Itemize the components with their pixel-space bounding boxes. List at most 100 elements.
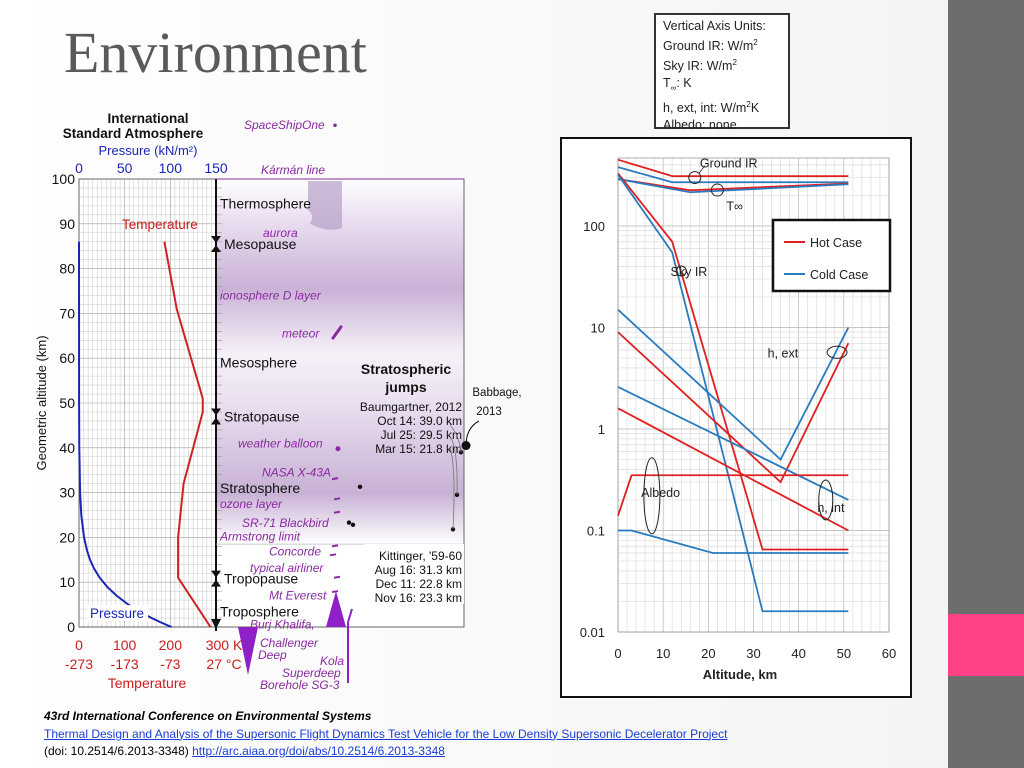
altitude-annotation: Kola: [320, 654, 344, 668]
sky-ir-callout: [675, 265, 687, 277]
series-line-cold: [618, 529, 849, 554]
thermal-environment-chart: 0.01 0.1 1 10 100 0 10 20 30 40 50 60 Altitude, km Gr…: [560, 137, 912, 698]
layer-label: Tropopause: [224, 571, 298, 587]
layer-label: Mesopause: [224, 236, 297, 252]
altitude-marker: [333, 497, 341, 501]
altitude-marker: [329, 553, 337, 557]
layer-label: Stratosphere: [220, 480, 300, 496]
babbage-line-2: 2013: [476, 406, 502, 418]
ground-ir-callout: [688, 171, 702, 185]
x-tick-label: 20: [701, 646, 715, 661]
units-line: Sky IR: W/m2: [663, 57, 737, 73]
boundary-arrow-up: [211, 417, 221, 425]
jumps-title-line-1: Stratospheric: [361, 361, 451, 377]
albedo-callout: [643, 457, 661, 535]
jump-leader: [449, 425, 462, 453]
altitude-marker: [331, 477, 339, 481]
pressure-label-bg: [87, 605, 148, 622]
everest-mountain: [326, 591, 346, 627]
altitude-tick-label: 40: [59, 440, 75, 456]
kittinger-line: Dec 11: 22.8 km: [376, 577, 462, 591]
temperature-c-tick: 27 °C: [206, 656, 241, 672]
boundary-arrow-down: [211, 235, 221, 243]
x-tick-label: 60: [882, 646, 896, 661]
temperature-c-tick: -273: [65, 656, 93, 672]
temperature-k-tick: 300 K: [206, 637, 243, 653]
x-tick-label: 50: [837, 646, 851, 661]
jumps-title-line-2: jumps: [384, 379, 426, 395]
altitude-marker: [333, 510, 341, 514]
y-tick-label: 1: [598, 422, 605, 437]
units-line: Vertical Axis Units:: [663, 19, 766, 33]
altitude-tick-label: 70: [59, 305, 75, 321]
series-line-hot: [617, 474, 849, 516]
altitude-annotation: Concorde: [269, 545, 321, 559]
altitude-tick-label: 90: [59, 216, 75, 232]
altitude-annotation: Burj Khalifa,: [250, 617, 315, 631]
altitude-axis-label: Geometric altitude (km): [34, 335, 49, 470]
altitude-marker: [331, 590, 339, 594]
pressure-tick-label: 50: [117, 160, 133, 176]
series-line-hot: [617, 172, 849, 551]
kittinger-line: Kittinger, '59-60: [379, 549, 462, 563]
balloon-marker: [335, 446, 341, 452]
altitude-annotation: SpaceShipOne: [244, 118, 325, 132]
temperature-series-label: Temperature: [122, 217, 198, 232]
series-line-cold: [617, 166, 849, 184]
baumgartner-line: Jul 25: 29.5 km: [381, 428, 462, 442]
series-label: h, ext: [768, 346, 799, 360]
altitude-annotation: meteor: [282, 327, 320, 341]
boundary-arrow-down: [211, 570, 221, 578]
altitude-tick-label: 60: [59, 350, 75, 366]
jump-leader: [449, 447, 455, 530]
conference-name: 43rd International Conference on Environ…: [44, 709, 372, 723]
ground-arrow: [211, 619, 221, 629]
altitude-annotation: Deep: [258, 648, 287, 662]
babbage-leader: [465, 420, 480, 446]
y-tick-label: 0.1: [587, 524, 605, 539]
atmosphere-shading: [216, 179, 464, 545]
boundary-arrow-up: [211, 579, 221, 587]
y-tick-label: 100: [583, 219, 605, 234]
x-tick-label: 30: [746, 646, 760, 661]
pressure-tick-label: 100: [159, 160, 183, 176]
altitude-annotation: typical airliner: [250, 561, 324, 575]
spaceshipone-marker: [333, 123, 337, 128]
callout-leader: [698, 165, 706, 174]
h-ext-callout: [826, 345, 848, 359]
baumgartner-line: Baumgartner, 2012: [360, 400, 462, 414]
altitude-annotation: ionosphere D layer: [220, 288, 322, 302]
challenger-deep-shape: [238, 627, 258, 675]
x-axis-label: Altitude, km: [703, 667, 777, 682]
x-tick-label: 40: [791, 646, 805, 661]
paper-title-link[interactable]: Thermal Design and Analysis of the Super…: [44, 726, 728, 741]
temperature-line: [163, 241, 212, 628]
temperature-axis-label: Temperature: [108, 675, 187, 691]
altitude-annotation: aurora: [263, 226, 298, 240]
baumgartner-line: Mar 15: 21.8 km: [375, 442, 462, 456]
altitude-annotation: Mt Everest: [269, 589, 327, 603]
altitude-tick-label: 0: [67, 619, 75, 635]
temperature-k-tick: 0: [75, 637, 83, 653]
side-accent: [948, 614, 1024, 676]
units-line: h, ext, int: W/m2K: [663, 100, 760, 116]
altitude-marker: [333, 575, 341, 579]
pressure-axis-label: Pressure (kN/m²): [99, 143, 198, 158]
layer-label: Thermosphere: [220, 196, 311, 212]
doi-url-link[interactable]: http://arc.aiaa.org/doi/abs/10.2514/6.20…: [192, 744, 445, 758]
altitude-annotation: Armstrong limit: [219, 530, 301, 544]
legend-box: [771, 218, 892, 293]
series-line-hot: [617, 158, 849, 178]
kittinger-line: Nov 16: 23.3 km: [375, 591, 462, 605]
altitude-annotation: Superdeep: [282, 666, 341, 680]
y-tick-label: 0.01: [580, 625, 605, 640]
altitude-tick-label: 20: [59, 529, 75, 545]
units-line: Ground IR: W/m2: [663, 37, 758, 53]
series-label: T∞: [726, 199, 743, 213]
legend-label: Hot Case: [810, 236, 862, 250]
jump-leader: [449, 436, 458, 495]
h-int-callout: [818, 479, 834, 521]
pressure-series-label: Pressure: [90, 606, 144, 621]
series-label: Albedo: [641, 486, 680, 500]
boundary-arrow-up: [211, 244, 221, 252]
